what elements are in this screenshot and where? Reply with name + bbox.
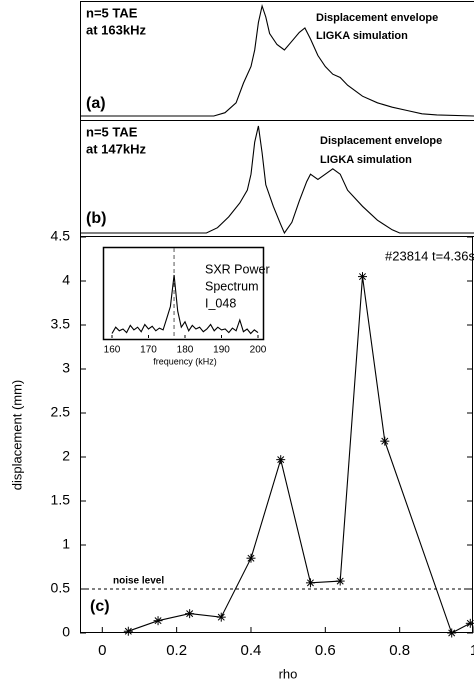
- asterisk-marker: [216, 612, 226, 622]
- y-tick-label: 0.5: [51, 580, 71, 596]
- asterisk-marker: [447, 628, 457, 638]
- panel-tag: (c): [90, 598, 110, 615]
- data-line: [80, 3, 474, 117]
- x-axis-label: rho: [279, 666, 298, 681]
- inset-frame: [102, 246, 265, 341]
- x-tick-label: 0.2: [166, 642, 187, 659]
- asterisk-stroke: [306, 579, 314, 587]
- asterisk-stroke: [154, 617, 162, 625]
- asterisk-marker: [276, 455, 286, 465]
- inset-x-label: frequency (kHz): [153, 356, 217, 366]
- inset-label: SXR Power: [205, 262, 270, 276]
- y-tick-label: 4: [62, 272, 70, 288]
- asterisk-marker: [305, 578, 315, 588]
- x-tick-label: 200: [250, 345, 267, 356]
- panel-note: LIGKA simulation: [316, 30, 408, 42]
- asterisk-marker: [465, 618, 474, 628]
- x-tick-label: 1: [470, 642, 474, 659]
- panel-note: Displacement envelope: [316, 12, 438, 24]
- asterisk-marker: [357, 272, 367, 282]
- panel-c-frame: [80, 236, 473, 633]
- asterisk-stroke: [358, 273, 366, 281]
- panel-note: LIGKA simulation: [320, 154, 412, 166]
- x-tick-label: 0.8: [389, 642, 410, 659]
- asterisk-marker: [380, 436, 390, 446]
- asterisk-stroke: [381, 437, 389, 445]
- asterisk-stroke: [247, 554, 255, 562]
- asterisk-stroke: [336, 577, 344, 585]
- x-tick-label: 190: [213, 345, 230, 356]
- asterisk-marker: [335, 576, 345, 586]
- asterisk-stroke: [466, 619, 474, 627]
- panel-tag: (b): [86, 210, 106, 227]
- asterisk-stroke: [217, 613, 225, 621]
- x-tick-label: 0.4: [241, 642, 262, 659]
- panel-label: n=5 TAE: [86, 5, 138, 20]
- inset-label: I_048: [205, 296, 236, 310]
- y-axis-label: displacement (mm): [9, 380, 24, 491]
- y-tick-label: 3.5: [51, 316, 71, 332]
- inset-label: Spectrum: [205, 279, 259, 293]
- y-tick-label: 4.5: [51, 228, 71, 244]
- data-line: [111, 274, 259, 335]
- panel-note: Displacement envelope: [320, 135, 442, 147]
- x-tick-label: 160: [104, 345, 121, 356]
- x-tick-label: 0: [98, 642, 106, 659]
- panel-tag: (a): [86, 95, 106, 112]
- x-tick-label: 0.6: [315, 642, 336, 659]
- panel-label: n=5 TAE: [86, 124, 138, 139]
- panel-label: at 163kHz: [86, 22, 146, 37]
- asterisk-stroke: [124, 627, 132, 635]
- x-tick-label: 180: [177, 345, 194, 356]
- data-line: [80, 125, 474, 235]
- asterisk-stroke: [186, 610, 194, 618]
- asterisk-marker: [246, 553, 256, 563]
- asterisk-stroke: [448, 629, 456, 637]
- y-tick-label: 0: [62, 624, 70, 640]
- y-tick-label: 2.5: [51, 404, 71, 420]
- annotation: #23814 t=4.36s: [385, 248, 474, 263]
- y-tick-label: 1: [62, 536, 70, 552]
- asterisk-marker: [153, 616, 163, 626]
- data-line: [128, 276, 471, 634]
- asterisk-marker: [185, 609, 195, 619]
- y-tick-label: 2: [62, 448, 70, 464]
- y-tick-label: 3: [62, 360, 70, 376]
- panel-label: at 147kHz: [86, 141, 146, 156]
- noise-label: noise level: [113, 576, 164, 587]
- x-tick-label: 170: [140, 345, 157, 356]
- y-tick-label: 1.5: [51, 492, 71, 508]
- asterisk-marker: [123, 626, 133, 636]
- asterisk-stroke: [277, 456, 285, 464]
